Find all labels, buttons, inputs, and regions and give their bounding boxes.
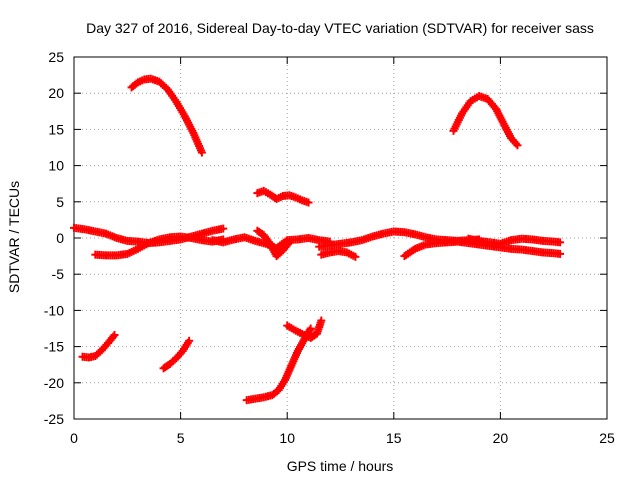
series-arc-low-3 (242, 324, 315, 405)
series-arc-mid (253, 186, 313, 207)
series-arc-low-4 (283, 316, 326, 342)
x-tick-label: 5 (177, 430, 185, 446)
y-tick-label: -25 (44, 411, 64, 427)
x-axis-label: GPS time / hours (287, 458, 394, 474)
y-tick-label: -15 (44, 339, 64, 355)
y-tick-label: -5 (52, 266, 65, 282)
series-arc-top-right (449, 92, 522, 150)
series-band-d (253, 226, 294, 261)
series-band-f (317, 247, 360, 261)
series-arc-low-2 (159, 336, 194, 373)
series-band-h (464, 234, 565, 248)
chart-title: Day 327 of 2016, Sidereal Day-to-day VTE… (86, 20, 594, 36)
axis-ticks (73, 56, 608, 420)
y-tick-label: -10 (44, 302, 64, 318)
y-tick-label: -20 (44, 375, 64, 391)
y-axis-label: SDTVAR / TECUs (6, 181, 22, 293)
x-tick-labels: 0 5 10 15 20 25 (70, 430, 615, 446)
series-arc-low-1 (78, 331, 119, 362)
y-tick-label: 5 (56, 194, 64, 210)
x-tick-label: 15 (386, 430, 402, 446)
x-tick-label: 0 (70, 430, 78, 446)
y-tick-label: 0 (56, 230, 64, 246)
y-tick-label: 25 (48, 49, 64, 65)
series-arc-top-left (127, 74, 206, 157)
y-tick-label: 15 (48, 121, 64, 137)
data-points (70, 74, 565, 405)
x-tick-label: 25 (599, 430, 615, 446)
x-tick-label: 20 (493, 430, 509, 446)
y-tick-labels: -25 -20 -15 -10 -5 0 5 10 15 20 25 (44, 49, 64, 427)
series-band-b (91, 232, 228, 260)
x-tick-label: 10 (279, 430, 295, 446)
y-tick-label: 20 (48, 85, 64, 101)
y-tick-label: 10 (48, 158, 64, 174)
